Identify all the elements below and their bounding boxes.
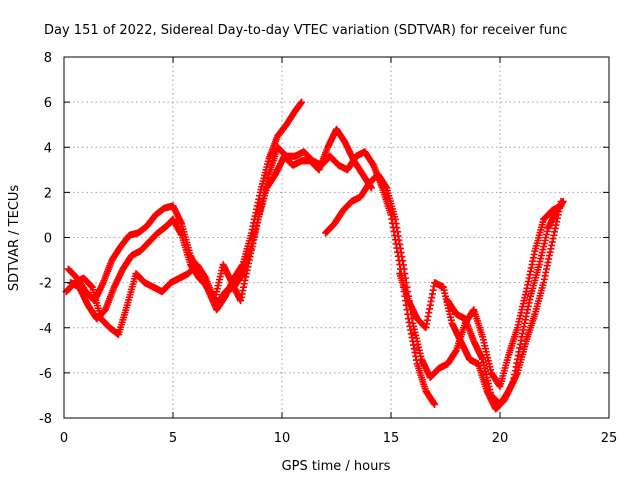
grid — [64, 57, 609, 418]
y-tick-label: -2 — [39, 277, 52, 292]
chart-title: Day 151 of 2022, Sidereal Day-to-day VTE… — [44, 23, 567, 38]
x-tick-label: 20 — [492, 431, 509, 446]
x-tick-label: 25 — [601, 431, 618, 446]
y-tick-label: -8 — [39, 412, 52, 427]
x-axis-label: GPS time / hours — [282, 459, 391, 474]
y-tick-label: 4 — [44, 141, 52, 156]
x-tick-label: 5 — [169, 431, 177, 446]
x-tick-label: 0 — [60, 431, 68, 446]
y-tick-label: 2 — [44, 186, 52, 201]
data-point — [431, 400, 439, 408]
y-tick-label: 6 — [44, 96, 52, 111]
data-point — [298, 98, 306, 106]
y-tick-label: 0 — [44, 232, 52, 247]
series-track-6 — [444, 197, 565, 408]
x-tick-label: 10 — [274, 431, 291, 446]
y-tick-label: 8 — [44, 51, 52, 66]
y-tick-label: -4 — [39, 322, 52, 337]
y-axis-label: SDTVAR / TECUs — [7, 185, 22, 292]
data-points — [62, 98, 567, 413]
axis-ticks: 0 5 10 15 20 25 -8 -6 -4 -2 0 2 4 6 8 — [39, 51, 617, 446]
x-tick-label: 15 — [383, 431, 400, 446]
y-tick-label: -6 — [39, 367, 52, 382]
data-point — [557, 197, 565, 205]
series-track-4 — [322, 170, 565, 390]
series-track-1 — [64, 98, 306, 314]
series-track-3 — [62, 125, 375, 339]
